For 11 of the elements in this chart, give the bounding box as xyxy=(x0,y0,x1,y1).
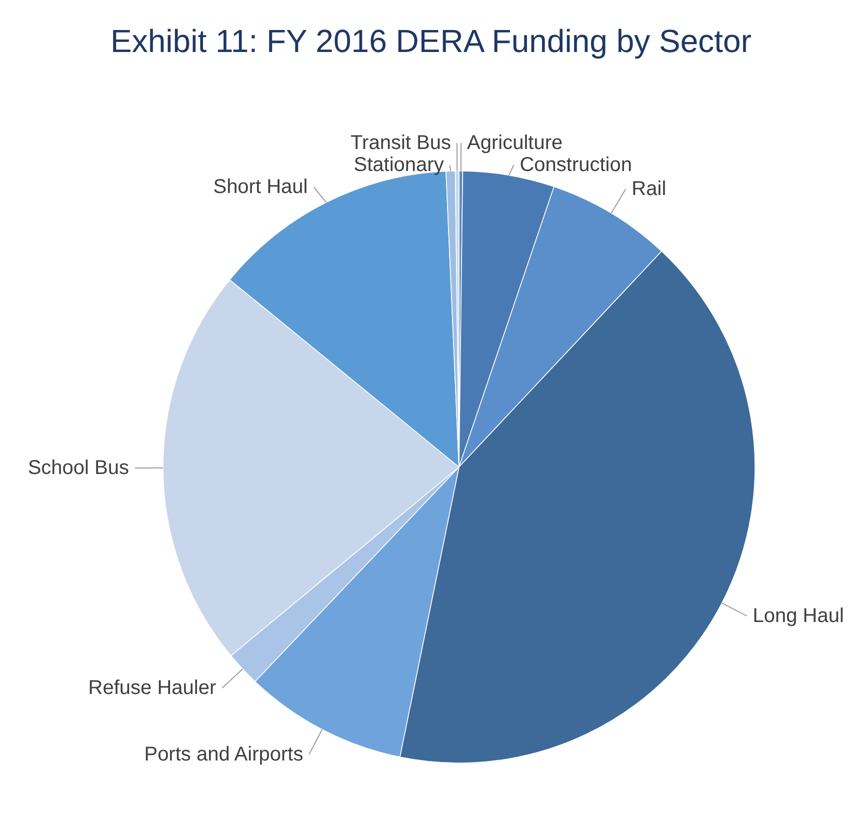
slice-label: Construction xyxy=(520,154,632,176)
slice-label: Agriculture xyxy=(467,132,563,154)
slice-label: Stationary xyxy=(354,154,444,176)
slice-label: Long Haul xyxy=(752,604,844,627)
chart-title: Exhibit 11: FY 2016 DERA Funding by Sector xyxy=(110,23,752,59)
slice-label: Rail xyxy=(632,178,666,200)
slice-label: Short Haul xyxy=(213,176,308,198)
slice-label: Transit Bus xyxy=(350,132,451,154)
slice-label: School Bus xyxy=(28,457,129,480)
slice-label: Ports and Airports xyxy=(144,743,304,766)
slice-label: Refuse Hauler xyxy=(88,677,216,700)
